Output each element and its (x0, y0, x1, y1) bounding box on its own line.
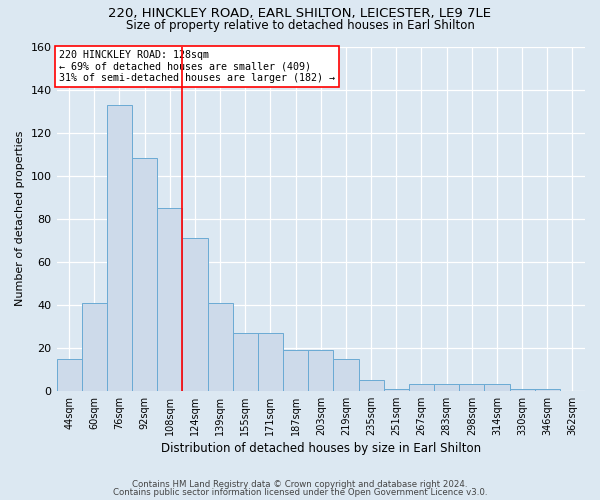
Bar (459, 384, 484, 391)
Text: Size of property relative to detached houses in Earl Shilton: Size of property relative to detached ho… (125, 18, 475, 32)
Bar (308, 350, 334, 391)
Bar (509, 388, 535, 391)
Bar (233, 332, 258, 391)
Bar (182, 238, 208, 391)
Y-axis label: Number of detached properties: Number of detached properties (15, 131, 25, 306)
Bar (409, 384, 434, 391)
Bar (359, 380, 383, 391)
Bar (283, 350, 308, 391)
Bar (334, 358, 359, 391)
Bar (535, 388, 560, 391)
Bar (132, 158, 157, 391)
Bar (383, 388, 409, 391)
Text: 220, HINCKLEY ROAD, EARL SHILTON, LEICESTER, LE9 7LE: 220, HINCKLEY ROAD, EARL SHILTON, LEICES… (109, 8, 491, 20)
Bar (208, 302, 233, 391)
Bar (56, 358, 82, 391)
Text: Contains HM Land Registry data © Crown copyright and database right 2024.: Contains HM Land Registry data © Crown c… (132, 480, 468, 489)
Bar (157, 208, 182, 391)
Bar (258, 332, 283, 391)
Bar (82, 302, 107, 391)
Bar (484, 384, 509, 391)
Text: Contains public sector information licensed under the Open Government Licence v3: Contains public sector information licen… (113, 488, 487, 497)
Bar (434, 384, 459, 391)
X-axis label: Distribution of detached houses by size in Earl Shilton: Distribution of detached houses by size … (161, 442, 481, 455)
Text: 220 HINCKLEY ROAD: 128sqm
← 69% of detached houses are smaller (409)
31% of semi: 220 HINCKLEY ROAD: 128sqm ← 69% of detac… (59, 50, 335, 83)
Bar (107, 104, 132, 391)
